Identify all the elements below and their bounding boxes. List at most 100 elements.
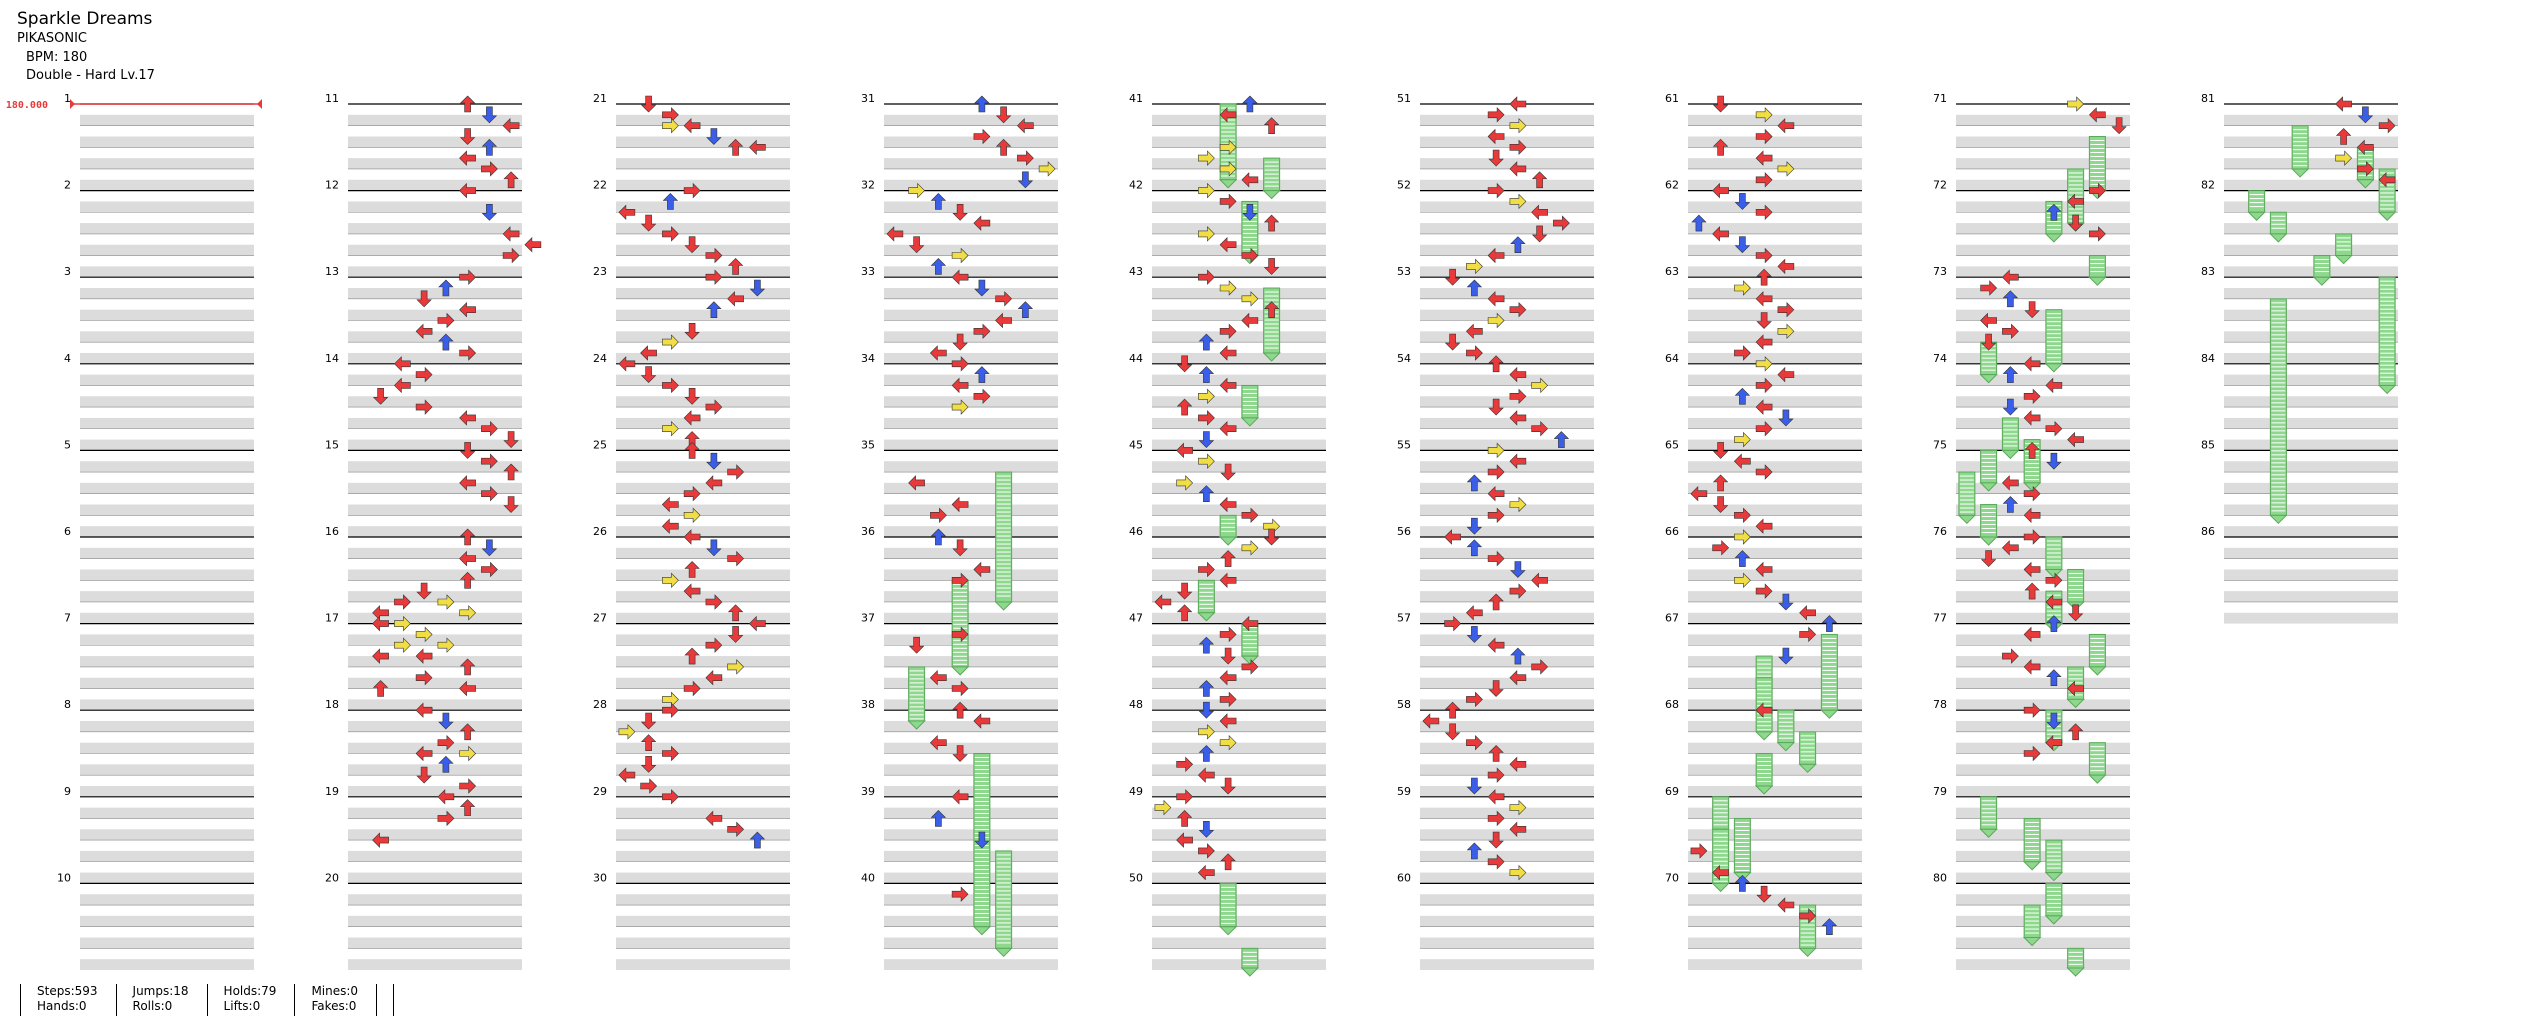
beat-shade [1956, 872, 2130, 884]
measure-number: 48 [1129, 698, 1143, 711]
beat-shade [1152, 417, 1326, 429]
beat-shade [348, 201, 522, 213]
down-arrow-icon [1017, 171, 1034, 189]
beat-shade [80, 504, 254, 516]
beat-shade [884, 807, 1058, 819]
hold-note [2044, 882, 2064, 925]
beat-shade [616, 504, 790, 516]
measure-49: 49 [1129, 785, 1326, 884]
measure-19: 19 [325, 785, 522, 884]
beat-shade [1688, 721, 1862, 732]
left-arrow-icon [1509, 410, 1527, 426]
yellow-arrow-icon [437, 637, 455, 653]
beat-shade [1956, 915, 2130, 927]
left-arrow-icon [2067, 431, 2084, 448]
measure-4: 4 [64, 352, 254, 451]
beat-shade [1420, 547, 1594, 559]
beat-shade [1688, 894, 1862, 906]
hold-tail [2356, 179, 2375, 189]
hold-body [1958, 471, 1976, 516]
beat-shade [1956, 417, 2130, 429]
measure-number: 18 [325, 698, 339, 711]
measure-86: 86 [2201, 525, 2398, 624]
left-arrow-icon [886, 226, 904, 242]
left-arrow-icon [1487, 128, 1505, 145]
beat-shade [884, 872, 1058, 884]
hold-tail [2334, 255, 2353, 265]
measure-number: 72 [1933, 179, 1947, 192]
right-arrow-icon [1712, 540, 1730, 556]
beat-shade [80, 482, 254, 494]
hold-tail [2247, 211, 2266, 221]
stats-group-mines: Mines:0 Fakes:0 [294, 984, 376, 1016]
beat-shade [1420, 461, 1594, 473]
up-arrow-icon [1198, 680, 1215, 697]
beat-shade [884, 158, 1058, 169]
hold-tail [2044, 363, 2064, 373]
beat-shade [348, 526, 522, 537]
beat-shade [1688, 244, 1862, 256]
beat-shade [1152, 742, 1326, 754]
down-arrow-icon [481, 106, 498, 124]
beat-shade [80, 959, 254, 970]
up-arrow-icon [684, 561, 700, 578]
beat-shade [884, 937, 1058, 949]
right-arrow-icon [1755, 464, 1773, 480]
left-arrow-icon [951, 496, 969, 513]
beat-shade [1688, 569, 1862, 581]
up-arrow-icon [459, 528, 476, 546]
beat-shade [2224, 591, 2398, 602]
measure-number: 24 [593, 352, 607, 365]
up-arrow-icon [662, 192, 679, 210]
measure-number: 42 [1129, 179, 1143, 192]
measure-5: 5 [64, 438, 254, 537]
beat-shade [1956, 439, 2130, 451]
hold-note [1979, 796, 1998, 838]
measure-number: 19 [325, 785, 339, 798]
beat-shade [1420, 223, 1594, 234]
beat-shade [616, 937, 790, 949]
right-arrow-icon [1755, 377, 1773, 394]
beat-shade [80, 374, 254, 386]
hold-note [1776, 709, 1796, 752]
beat-shade [1420, 526, 1594, 537]
down-arrow-icon [952, 204, 968, 221]
hold-tail [2377, 211, 2397, 221]
hold-note [2066, 947, 2085, 977]
left-arrow-icon [1733, 453, 1751, 469]
measure-number: 51 [1397, 92, 1411, 105]
measure-number: 78 [1933, 698, 1947, 711]
yellow-arrow-icon [1219, 280, 1237, 296]
right-arrow-icon [1466, 691, 1483, 708]
hold-tail [2269, 233, 2288, 243]
hold-body [2088, 255, 2106, 278]
right-arrow-icon [2357, 161, 2374, 177]
down-arrow-icon [974, 831, 990, 849]
left-arrow-icon [951, 377, 969, 394]
measure-number: 25 [593, 438, 607, 451]
beat-shade [1688, 158, 1862, 169]
left-arrow-icon [2001, 540, 2019, 556]
beat-shade [884, 656, 1058, 667]
hold-note [1218, 103, 1238, 189]
right-arrow-icon [1176, 789, 1194, 805]
left-arrow-icon [2023, 659, 2041, 675]
measure-number: 43 [1129, 265, 1143, 278]
beat-shade [884, 223, 1058, 234]
hold-note [2312, 255, 2332, 286]
right-arrow-icon [2045, 420, 2063, 437]
stats-group-holds: Holds:79 Lifts:0 [206, 984, 295, 1016]
beat-shade [1420, 677, 1594, 689]
measure-34: 34 [861, 352, 1058, 451]
measure-14: 14 [325, 352, 522, 451]
beat-shade [884, 526, 1058, 537]
beat-shade [1152, 872, 1326, 884]
down-arrow-icon [1488, 398, 1504, 416]
left-arrow-icon [2045, 377, 2063, 394]
beat-shade [1956, 179, 2130, 191]
measure-number: 26 [593, 525, 607, 538]
down-arrow-icon [974, 279, 990, 297]
measure-number: 16 [325, 525, 339, 538]
beat-shade [1688, 179, 1862, 191]
measure-number: 81 [2201, 92, 2215, 105]
